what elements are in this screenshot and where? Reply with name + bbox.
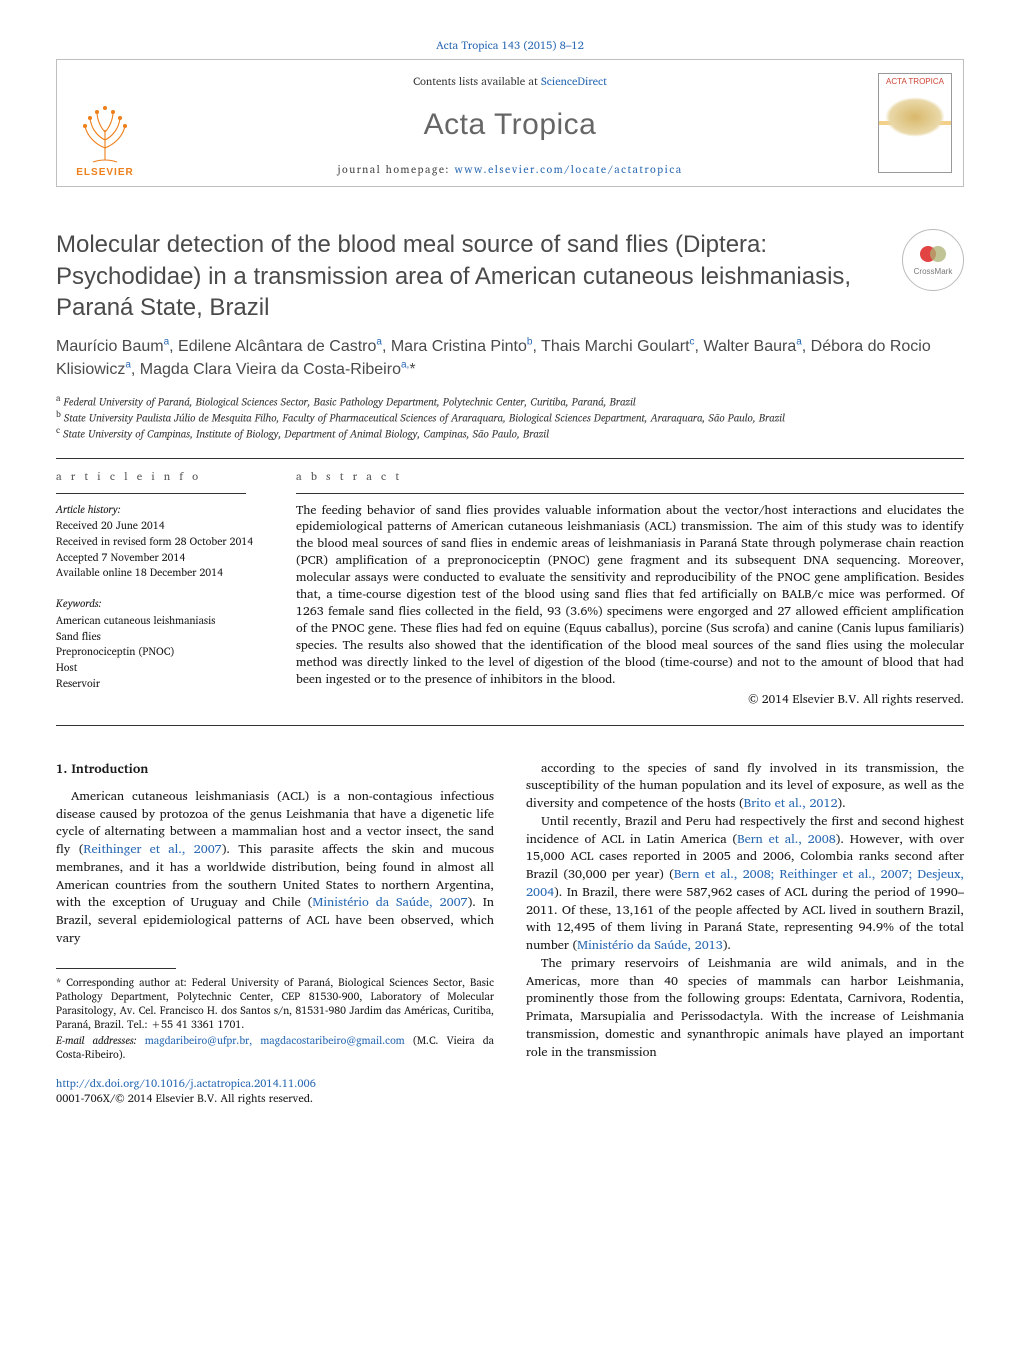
article-title: Molecular detection of the blood meal so… [56,229,882,323]
history-item: Accepted 7 November 2014 [56,550,274,565]
history-item: Received 20 June 2014 [56,518,274,533]
abstract-inner-rule [296,493,964,494]
cover-title: ACTA TROPICA [886,78,944,87]
issn-copyright: 0001-706X/© 2014 Elsevier B.V. All right… [56,1089,313,1107]
journal-cover-thumbnail: ACTA TROPICA [878,73,952,173]
body-columns: 1. Introduction American cutaneous leish… [56,760,964,1107]
header-center: Contents lists available at ScienceDirec… [153,60,867,186]
body-paragraph: American cutaneous leishmaniasis (ACL) i… [56,788,494,948]
abstract-label: a b s t r a c t [296,469,964,484]
doi-block: http://dx.doi.org/10.1016/j.actatropica.… [56,1076,494,1107]
authors-list: Maurício Bauma, Edilene Alcântara de Cas… [56,335,964,381]
journal-reference: Acta Tropica 143 (2015) 8–12 [56,38,964,53]
journal-header-box: ELSEVIER Contents lists available at Sci… [56,59,964,187]
affiliation-item: c State University of Campinas, Institut… [56,425,964,441]
keyword-item: Reservoir [56,676,274,691]
history-label: Article history: [56,502,274,517]
body-left-column: 1. Introduction American cutaneous leish… [56,760,494,1107]
affiliation-item: b State University Paulista Júlio de Mes… [56,409,964,425]
affiliation-item: a Federal University of Paraná, Biologic… [56,393,964,409]
abstract-copyright: © 2014 Elsevier B.V. All rights reserved… [296,692,964,709]
keyword-item: American cutaneous leishmaniasis [56,613,274,628]
homepage-prefix: journal homepage: [337,160,454,178]
keywords-label: Keywords: [56,596,274,611]
crossmark-icon [919,244,947,264]
info-inner-rule [56,493,246,494]
publisher-logo-cell: ELSEVIER [57,60,153,186]
cover-map-graphic [885,97,945,137]
rule-below-abstract [56,725,964,726]
section-heading-introduction: 1. Introduction [56,760,494,778]
corr-author-text: * Corresponding author at: Federal Unive… [56,975,494,1032]
body-paragraph: The primary reservoirs of Leishmania are… [526,955,964,1062]
history-item: Available online 18 December 2014 [56,565,274,580]
elsevier-logo: ELSEVIER [70,88,140,180]
elsevier-tree-icon [75,100,135,166]
history-item: Received in revised form 28 October 2014 [56,534,274,549]
abstract-column: a b s t r a c t The feeding behavior of … [296,459,964,718]
publisher-label: ELSEVIER [76,166,133,180]
article-info-column: a r t i c l e i n f o Article history: R… [56,459,296,718]
crossmark-badge[interactable]: CrossMark [902,229,964,291]
homepage-line: journal homepage: www.elsevier.com/locat… [337,162,682,177]
crossmark-label: CrossMark [914,266,953,277]
keyword-item: Host [56,660,274,675]
article-info-label: a r t i c l e i n f o [56,469,274,484]
sciencedirect-link[interactable]: ScienceDirect [541,72,607,90]
journal-name: Acta Tropica [424,104,597,146]
journal-cover-cell: ACTA TROPICA [867,60,963,186]
keyword-item: Sand flies [56,629,274,644]
author-email-link[interactable]: magdaribeiro@ufpr.br, magdacostaribeiro@… [145,1031,405,1049]
abstract-text: The feeding behavior of sand flies provi… [296,502,964,689]
footnote-separator [56,968,176,969]
body-paragraph: Until recently, Brazil and Peru had resp… [526,813,964,955]
contents-prefix: Contents lists available at [413,72,541,90]
keyword-item: Prepronociceptin (PNOC) [56,644,274,659]
homepage-link[interactable]: www.elsevier.com/locate/actatropica [455,160,683,178]
body-paragraph: according to the species of sand fly inv… [526,760,964,813]
body-right-column: according to the species of sand fly inv… [526,760,964,1107]
corresponding-author-footnote: * Corresponding author at: Federal Unive… [56,975,494,1062]
contents-line: Contents lists available at ScienceDirec… [413,74,607,89]
affiliations: a Federal University of Paraná, Biologic… [56,393,964,440]
